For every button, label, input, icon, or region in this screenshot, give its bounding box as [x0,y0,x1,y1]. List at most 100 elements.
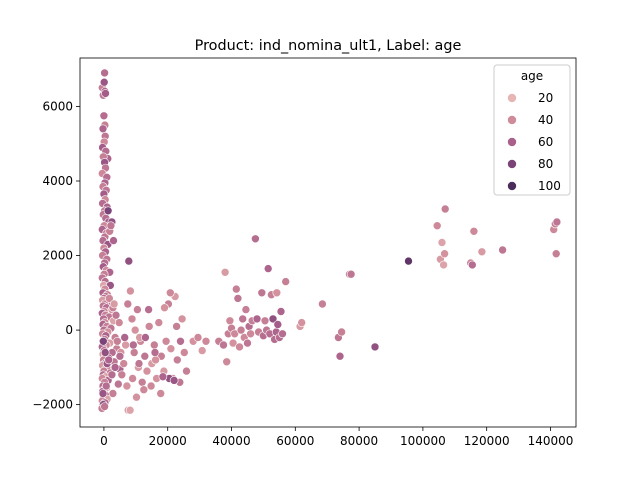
data-point [440,249,449,258]
data-point [268,314,278,324]
data-point [98,389,108,398]
data-point [467,260,477,270]
legend-label: 80 [538,157,553,171]
data-point [552,217,562,227]
data-point [437,238,447,247]
data-point [260,316,270,326]
y-tick-label: −2000 [32,398,73,412]
y-tick-label: 0 [65,323,73,337]
data-point [130,325,140,335]
data-point [219,340,228,350]
x-tick-label: 100000 [400,434,446,448]
data-point [177,314,187,324]
data-point [105,294,114,303]
y-tick-label: 6000 [42,99,73,113]
data-point [318,299,327,309]
data-point [252,314,262,324]
data-point [150,348,160,357]
legend: age 20 40 60 80 100 [493,64,571,196]
data-point [180,348,189,357]
data-point [166,344,176,354]
data-point [110,363,120,372]
data-point [113,336,122,346]
axes-frame [79,57,577,428]
data-point [276,307,286,316]
x-tick-label: 40000 [212,434,250,448]
data-point [158,372,168,382]
data-point [236,325,246,335]
data-point [104,355,113,365]
data-point [201,336,211,346]
x-tick-label: 20000 [149,434,187,448]
data-point [123,299,133,309]
data-point [109,236,118,245]
legend-marker [507,93,517,103]
data-point [272,288,282,298]
data-point [173,355,182,365]
data-point [125,405,135,415]
y-axis-ticks: −2000 0 2000 4000 6000 [32,99,80,412]
data-point [101,381,111,391]
data-point [132,392,141,402]
data-point [141,333,150,342]
data-point [107,370,117,380]
data-point [246,329,255,339]
data-point [297,318,307,327]
data-point [273,320,283,329]
data-point [120,333,129,342]
data-point [498,245,507,255]
data-point [99,336,108,346]
data-point [151,355,160,365]
data-point [134,359,144,368]
legend-label: 20 [538,91,553,105]
data-point [119,359,128,368]
x-tick-label: 140000 [528,434,574,448]
x-axis-ticks: 0 20000 40000 60000 80000 100000 120000 140000 [100,427,573,448]
data-point [114,379,123,389]
data-point [263,264,273,273]
data-point [129,340,138,350]
data-point [124,256,134,266]
data-point [233,294,243,303]
data-point [109,299,119,309]
data-point [228,338,238,348]
legend-marker [507,137,517,147]
data-point [432,221,442,230]
scatter-points [97,68,562,415]
data-point [439,260,448,270]
data-point [278,329,287,339]
data-point [150,340,159,350]
data-point [257,288,267,298]
data-point [100,348,110,357]
x-tick-label: 60000 [276,434,314,448]
legend-title: age [521,69,543,83]
data-point [232,284,241,294]
legend-marker [507,115,517,125]
data-point [161,336,171,346]
data-point [172,322,181,331]
data-point [106,221,116,230]
data-point [100,402,109,411]
data-point [404,256,413,266]
data-point [241,305,251,314]
data-point [137,377,147,387]
data-point [281,277,291,286]
data-point [243,338,252,348]
data-point [133,305,142,314]
data-point [117,370,127,380]
data-point [98,124,108,134]
data-point [126,286,135,296]
data-point [122,381,132,391]
x-tick-label: 120000 [464,434,510,448]
data-point [197,346,207,355]
data-point [121,340,130,350]
data-point [154,318,164,327]
data-point [337,327,346,337]
chart-title: Product: ind_nomina_ult1, Label: age [195,38,462,54]
data-point [193,333,203,342]
data-point [551,249,561,258]
legend-label: 100 [538,179,561,193]
data-point [114,318,124,327]
data-point [176,336,185,346]
